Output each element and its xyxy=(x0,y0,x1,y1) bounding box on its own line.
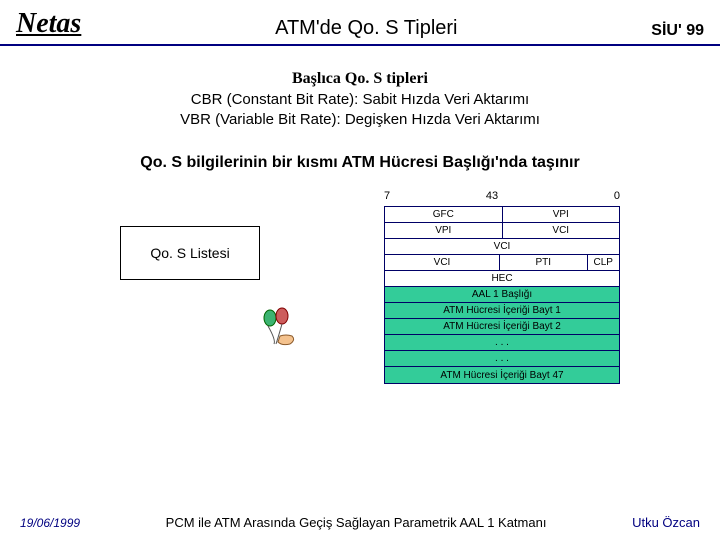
atm-cell-table: GFC VPI VPI VCI VCI VCI PTI CLP HEC AAL … xyxy=(384,206,620,384)
logo: Netas xyxy=(16,8,81,40)
cell-vpi-a: VPI xyxy=(503,207,620,222)
bit-0: 0 xyxy=(506,190,620,202)
row-vci: VCI xyxy=(385,239,619,255)
cell-byte47: ATM Hücresi İçeriği Bayt 47 xyxy=(385,367,619,383)
info-line: Qo. S bilgilerinin bir kısmı ATM Hücresi… xyxy=(0,154,720,172)
row-vci-pti-clp: VCI PTI CLP xyxy=(385,255,619,271)
row-aal1: AAL 1 Başlığı xyxy=(385,287,619,303)
row-dots2: . . . xyxy=(385,351,619,367)
subtitle-line-cbr: CBR (Constant Bit Rate): Sabit Hızda Ver… xyxy=(0,90,720,110)
cell-dots2: . . . xyxy=(385,351,619,366)
bit-7: 7 xyxy=(384,190,392,202)
header: Netas ATM'de Qo. S Tipleri SİU' 99 xyxy=(0,0,720,46)
cell-clp: CLP xyxy=(588,255,620,270)
row-vpi-vci: VPI VCI xyxy=(385,223,619,239)
row-hec: HEC xyxy=(385,271,619,287)
bit-4: 4 xyxy=(392,190,492,202)
subtitle-line-vbr: VBR (Variable Bit Rate): Degişken Hızda … xyxy=(0,110,720,130)
footer: 19/06/1999 PCM ile ATM Arasında Geçiş Sa… xyxy=(0,515,720,530)
subtitle-heading: Başlıca Qo. S tipleri xyxy=(0,68,720,90)
row-byte47: ATM Hücresi İçeriği Bayt 47 xyxy=(385,367,619,383)
footer-author: Utku Özcan xyxy=(632,515,700,530)
page-title: ATM'de Qo. S Tipleri xyxy=(81,17,651,40)
hand-pointer-icon xyxy=(260,306,306,351)
mid-area: Qo. S Listesi 7 4 3 0 GFC VPI VPI VCI VC… xyxy=(0,188,720,448)
cell-pti: PTI xyxy=(500,255,588,270)
row-gfc-vpi: GFC VPI xyxy=(385,207,619,223)
cell-gfc: GFC xyxy=(385,207,503,222)
cell-vci-b: VCI xyxy=(385,239,619,254)
bit-3: 3 xyxy=(492,190,506,202)
cell-byte1: ATM Hücresi İçeriği Bayt 1 xyxy=(385,303,619,318)
cell-byte2: ATM Hücresi İçeriği Bayt 2 xyxy=(385,319,619,334)
footer-date: 19/06/1999 xyxy=(20,516,80,530)
cell-aal1: AAL 1 Başlığı xyxy=(385,287,619,302)
cell-dots1: . . . xyxy=(385,335,619,350)
cell-hec: HEC xyxy=(385,271,619,286)
row-dots1: . . . xyxy=(385,335,619,351)
row-byte1: ATM Hücresi İçeriği Bayt 1 xyxy=(385,303,619,319)
subtitle-block: Başlıca Qo. S tipleri CBR (Constant Bit … xyxy=(0,68,720,130)
cell-vci-c: VCI xyxy=(385,255,500,270)
row-byte2: ATM Hücresi İçeriği Bayt 2 xyxy=(385,319,619,335)
qos-list-box: Qo. S Listesi xyxy=(120,226,260,280)
bit-labels: 7 4 3 0 xyxy=(384,190,620,204)
corner-label: SİU' 99 xyxy=(651,22,704,40)
cell-vci-a: VCI xyxy=(503,223,620,238)
cell-vpi-b: VPI xyxy=(385,223,503,238)
footer-center: PCM ile ATM Arasında Geçiş Sağlayan Para… xyxy=(80,515,632,530)
